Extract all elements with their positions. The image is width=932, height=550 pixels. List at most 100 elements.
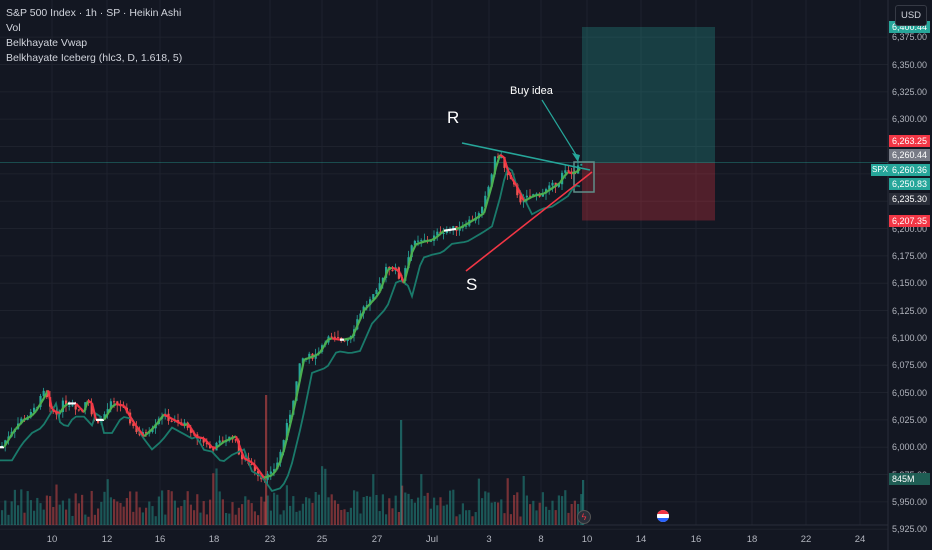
volume-bar	[529, 504, 532, 525]
time-axis-label: 10	[581, 534, 593, 545]
iceberg-line-segment	[323, 338, 329, 347]
volume-bar	[196, 494, 199, 525]
price-tag: 6,263.25	[889, 135, 930, 147]
volume-bar	[244, 496, 247, 525]
volume-bar	[141, 512, 144, 525]
volume-bar	[260, 496, 263, 525]
volume-bar	[445, 504, 448, 525]
candle-body	[525, 195, 528, 198]
volume-bar	[433, 497, 436, 525]
volume-bar	[218, 491, 221, 525]
stop-zone	[582, 162, 715, 221]
volume-bar	[241, 504, 244, 525]
time-axis-label: 16	[154, 534, 166, 545]
iceberg-line-segment	[311, 354, 317, 358]
volume-bar	[311, 502, 314, 525]
flash-icon[interactable]: ϟ	[577, 510, 591, 524]
volume-bar	[253, 511, 256, 525]
volume-bar	[109, 497, 112, 525]
volume-bar	[567, 512, 570, 525]
candle-body	[109, 401, 112, 410]
iceberg-line-segment	[363, 305, 369, 312]
volume-bar	[263, 501, 266, 525]
volume-bar-peak	[582, 480, 585, 525]
iceberg-line-segment	[486, 184, 494, 200]
volume-bar	[410, 499, 413, 525]
iceberg-line-segment	[307, 355, 313, 360]
iceberg-line-segment	[278, 449, 286, 463]
volume-bar	[71, 515, 74, 525]
candle-body	[285, 423, 288, 441]
iceberg-line-segment	[251, 461, 257, 468]
candle-body	[74, 405, 77, 410]
candle-body	[548, 185, 551, 190]
candle-body	[567, 170, 570, 172]
time-axis-label: 14	[635, 534, 647, 545]
currency-button[interactable]: USD	[895, 5, 927, 26]
volume-bar	[500, 499, 503, 525]
iceberg-line-segment	[543, 189, 549, 195]
iceberg-line-segment	[298, 359, 306, 380]
candle-body	[337, 337, 340, 339]
volume-bar	[561, 496, 564, 525]
time-axis-label: 10	[46, 534, 58, 545]
volume-bar	[13, 489, 16, 525]
price-tag: 6,207.35	[889, 215, 930, 227]
candle-body	[132, 423, 135, 426]
time-axis-label: 24	[854, 534, 866, 545]
candle-body	[423, 239, 426, 241]
candle-body	[189, 427, 192, 433]
volume-bar	[173, 500, 176, 525]
support-label: S	[466, 275, 478, 294]
candle-body	[273, 469, 276, 472]
candle-body	[445, 230, 448, 233]
candle-body	[417, 240, 420, 242]
volume-bar	[273, 492, 276, 525]
candle-body	[295, 381, 298, 401]
candle-body	[218, 440, 221, 443]
candle-body	[308, 353, 311, 358]
time-axis-label: 12	[101, 534, 113, 545]
flag-icon[interactable]	[657, 510, 669, 522]
volume-bar	[116, 501, 119, 525]
iceberg-line-segment	[559, 175, 565, 184]
volume-bar	[100, 501, 103, 525]
volume-bar	[45, 495, 48, 525]
iceberg-line-segment	[387, 266, 393, 271]
volume-bar	[519, 516, 522, 525]
volume-bar	[292, 496, 295, 525]
time-axis-label: 27	[371, 534, 383, 545]
candle-body	[529, 195, 532, 197]
iceberg-line-segment	[219, 440, 225, 446]
volume-bar	[228, 513, 231, 525]
volume-bar	[135, 491, 138, 525]
volume-bar	[132, 511, 135, 525]
iceberg-line-segment	[23, 416, 29, 421]
iceberg-line-segment	[167, 415, 173, 420]
candle-body	[346, 339, 349, 342]
volume-bar	[77, 503, 80, 525]
resistance-label: R	[447, 108, 460, 127]
iceberg-line-segment	[402, 267, 410, 284]
iceberg-line-segment	[234, 435, 242, 448]
entry-box	[573, 161, 595, 193]
support-line	[465, 171, 593, 272]
price-tag: 6,235.30	[889, 193, 930, 205]
volume-bar	[125, 498, 128, 525]
time-axis-label: 3	[486, 534, 492, 545]
iceberg-line-segment	[547, 187, 553, 192]
iceberg-line-segment	[479, 212, 485, 217]
volume-bar	[391, 508, 394, 525]
volume-bar	[276, 494, 279, 525]
legend-volume: Vol	[6, 22, 21, 34]
iceberg-line-segment	[347, 336, 353, 340]
legend-vwap: Belkhayate Vwap	[6, 37, 88, 49]
candle-body	[413, 240, 416, 246]
volume-bar	[180, 506, 183, 525]
candle-body	[234, 439, 237, 441]
volume-bar	[375, 494, 378, 525]
iceberg-line-segment	[531, 194, 537, 198]
iceberg-line-segment	[107, 406, 113, 414]
iceberg-line-segment	[395, 268, 401, 274]
